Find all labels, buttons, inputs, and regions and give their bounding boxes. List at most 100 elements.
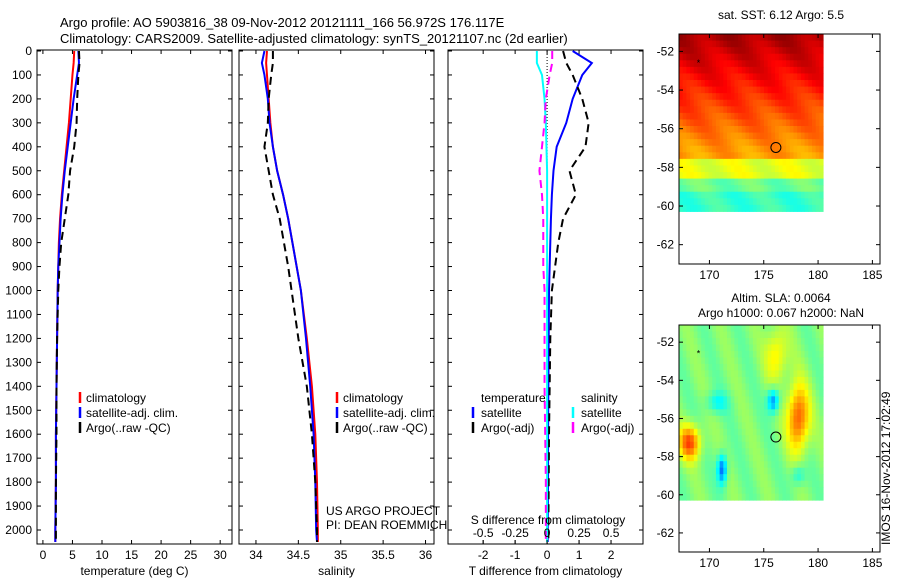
map-cell [734,383,739,391]
map-cell [749,40,754,48]
map-cell [815,145,820,153]
map-cell [767,40,772,48]
map-cell [712,370,717,378]
map-cell [730,344,735,352]
map-cell [723,461,728,469]
map-cell [819,448,824,456]
map-cell [808,106,813,114]
map-cell [697,126,702,134]
map-cell [797,165,802,173]
map-cell [704,86,710,94]
map-cell [756,60,761,68]
map-cell [771,40,776,48]
map-cell [679,389,684,397]
map-cell [767,53,772,61]
map-cell [704,350,710,358]
map-cell [800,47,806,55]
map-cell [800,93,806,101]
map-cell [701,331,706,339]
legend-label: satellite [581,406,622,420]
map-cell [760,126,765,134]
map-cell [749,119,754,127]
map-cell [730,357,735,365]
map-cell [738,350,743,358]
map-cell [771,461,776,469]
map-cell [727,158,732,166]
map-cell [749,178,754,186]
map-cell [727,337,732,345]
series-satellite-adj-clim- [54,50,80,542]
map-cell [686,139,691,147]
map-cell [775,396,780,404]
map-cell [738,73,743,81]
map-cell [789,73,795,81]
map-cell [719,454,724,462]
map-cell [708,99,713,107]
map-cell [752,325,758,332]
map-cell [708,165,713,173]
map-cell [682,172,687,180]
map-cell [797,357,802,365]
map-cell [727,422,732,430]
map-cell [708,152,713,160]
map-cell [808,165,813,173]
map-cell [763,428,769,436]
map-cell [738,93,743,101]
map-cell [819,60,824,68]
map-cell [778,422,783,430]
map-cell [767,132,772,140]
map-cell [679,47,684,55]
map-cell [808,145,813,153]
map-cell [819,204,824,212]
imos-watermark: IMOS 16-Nov-2012 17:02:49 [879,391,893,545]
map-cell [819,86,824,94]
map-cell [719,139,724,147]
map-cell [730,185,735,193]
map-cell [745,198,750,206]
map-cell [712,165,717,173]
map-cell [701,461,706,469]
map-cell [811,493,817,501]
map-cell [708,47,713,55]
map-cell [778,337,783,345]
map-cell [767,152,772,160]
y-tick-label: 1000 [5,284,32,298]
map-cell [793,363,798,371]
map-cell [760,139,765,147]
map-cell [734,66,739,74]
map-cell [815,191,820,199]
map-cell [763,158,769,166]
legend-label: climatology [86,391,146,405]
map-cell [771,487,776,495]
map-cell [693,47,698,55]
map-cell [730,139,735,147]
map-cell [789,441,795,449]
map-cell [767,435,772,443]
map-cell [782,34,787,42]
map-cell [767,357,772,365]
map-cell [797,178,802,186]
x-tick-label: 35.5 [371,548,395,562]
map-cell [690,40,695,48]
map-cell [771,185,776,193]
map-cell [815,337,820,345]
map-cell [697,60,702,68]
map-cell [808,402,813,410]
map-cell [749,454,754,462]
map-cell [741,337,746,345]
y-tick-label: 300 [12,116,32,130]
x-tick-label: -2 [478,548,489,562]
map-cell [804,454,809,462]
map-cell [723,191,728,199]
map-cell [749,337,754,345]
map-cell [682,145,687,153]
map-cell [708,158,713,166]
map-cell [804,461,809,469]
map-cell [715,396,721,404]
map-cell [727,467,732,475]
map-cell [808,112,813,120]
map-cell [797,66,802,74]
map-cell [686,337,691,345]
profile-panel-3: -2 -1 0 1 2T difference from climatology-0.5… [447,49,644,578]
map-cell [782,158,787,166]
